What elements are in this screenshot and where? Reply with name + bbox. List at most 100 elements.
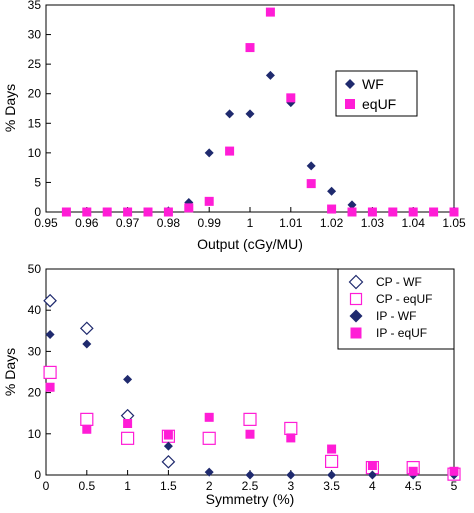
- y-tick-label: 20: [28, 386, 42, 400]
- x-tick-label: 2: [206, 479, 213, 493]
- legend-symmetry: CP - WF CP - eqUF IP - WF IP - eqUF: [337, 268, 455, 350]
- legend-label-ip-equf: IP - eqUF: [376, 326, 427, 340]
- x-tick-label: 1: [124, 479, 131, 493]
- data-point: [163, 441, 173, 451]
- y-tick-label: 25: [28, 57, 42, 71]
- y-tick-label: 5: [34, 175, 41, 189]
- data-point: [327, 470, 337, 480]
- data-point: [82, 339, 92, 349]
- series-symmetry: [43, 293, 461, 481]
- data-point: [43, 293, 57, 308]
- data-point: [225, 109, 235, 119]
- data-point: [327, 204, 337, 214]
- x-axis-label-output: Output (cGy/MU): [197, 236, 303, 252]
- data-point: [245, 43, 255, 53]
- data-point: [143, 207, 153, 217]
- y-tick-label: 40: [28, 303, 42, 317]
- x-tick-label: 5: [451, 479, 458, 493]
- x-tick-label: 4.5: [405, 479, 422, 493]
- y-tick-label: 30: [28, 28, 42, 42]
- data-point: [123, 374, 133, 384]
- legend-symbol: [349, 309, 363, 323]
- data-point: [45, 330, 55, 340]
- y-tick-label: 10: [28, 146, 42, 160]
- x-tick-label: 0.98: [157, 216, 181, 230]
- data-point: [245, 429, 255, 439]
- legend-label-ip-wf: IP - WF: [376, 309, 416, 323]
- legend-label-cp-equf: CP - eqUF: [376, 292, 432, 306]
- legend-marker-ip-wf: [349, 309, 363, 323]
- x-tick-label: 1.5: [160, 479, 177, 493]
- data-point: [449, 466, 459, 476]
- data-point: [367, 461, 377, 471]
- y-ticks-output: 0 5 10 15 20 25 30 35: [28, 0, 51, 219]
- y-tick-label: 35: [28, 0, 42, 12]
- legend-entry-cp-wf: CP - WF: [348, 274, 422, 290]
- x-tick-label: 1.05: [442, 216, 466, 230]
- data-point: [286, 433, 296, 443]
- data-point: [367, 470, 377, 480]
- data-point: [245, 109, 255, 119]
- legend-marker-ip-equf: [350, 327, 362, 339]
- data-point: [123, 419, 133, 428]
- legend-marker-wf: [345, 79, 355, 89]
- chart-symmetry: 0 0.5 1 1.5 2 2.5 3 3.5 4 4.5 5 0 10 20 30 40 50 Symmet…: [2, 262, 461, 507]
- legend-marker-cp-wf: [348, 274, 364, 290]
- data-point: [265, 70, 275, 80]
- data-point: [449, 207, 459, 217]
- data-point: [161, 454, 176, 469]
- data-point: [225, 146, 235, 156]
- data-point: [204, 467, 214, 477]
- legend-entry-ip-equf: IP - eqUF: [350, 326, 427, 340]
- data-point: [102, 207, 112, 217]
- x-tick-label: 1.01: [279, 216, 303, 230]
- data-point: [82, 207, 92, 217]
- legend-entry-cp-equf: CP - eqUF: [349, 292, 432, 306]
- data-point: [429, 207, 439, 217]
- data-point: [367, 207, 377, 217]
- y-axis-label-output: % Days: [2, 84, 18, 132]
- x-ticks-output: 0.95 0.96 0.97 0.98 0.99 1 1.01 1.02 1.03 1.04 1.0…: [34, 207, 466, 230]
- x-tick-label: 1.04: [402, 216, 426, 230]
- x-tick-label: 3: [287, 479, 294, 493]
- data-point: [204, 196, 214, 206]
- data-point: [123, 207, 133, 217]
- y-tick-label: 10: [28, 427, 42, 441]
- data-point: [408, 466, 418, 476]
- legend-symbol: [345, 99, 355, 109]
- y-tick-label: 20: [28, 87, 42, 101]
- data-point: [43, 365, 57, 380]
- x-ticks-symmetry: 0 0.5 1 1.5 2 2.5 3 3.5 4 4.5 5: [43, 470, 458, 493]
- y-tick-label: 50: [28, 262, 42, 276]
- data-point: [347, 207, 357, 217]
- y-tick-label: 0: [34, 468, 41, 482]
- data-point: [163, 207, 173, 217]
- legend-entry-equf: eqUF: [345, 96, 396, 112]
- legend-symbol: [348, 274, 364, 290]
- data-point: [202, 431, 216, 445]
- data-point: [79, 321, 94, 336]
- x-tick-label: 1: [247, 216, 254, 230]
- x-tick-label: 0.95: [34, 216, 58, 230]
- data-point: [184, 203, 194, 213]
- y-ticks-symmetry: 0 10 20 30 40 50: [28, 262, 51, 482]
- data-point: [327, 444, 337, 454]
- data-point: [284, 421, 298, 436]
- x-axis-label-symmetry: Symmetry (%): [206, 491, 295, 507]
- data-point: [61, 207, 71, 217]
- x-tick-label: 0.99: [198, 216, 222, 230]
- legend-entry-ip-wf: IP - WF: [349, 309, 416, 323]
- y-tick-label: 30: [28, 344, 42, 358]
- series-output: [61, 7, 459, 217]
- data-point: [120, 431, 135, 445]
- data-point: [347, 200, 357, 210]
- data-point: [408, 207, 418, 217]
- data-point: [265, 7, 275, 17]
- legend-marker-equf: [345, 99, 355, 109]
- data-point: [325, 454, 339, 469]
- data-point: [82, 424, 92, 434]
- x-tick-label: 0: [43, 479, 50, 493]
- data-point: [388, 207, 398, 217]
- data-point: [243, 412, 257, 426]
